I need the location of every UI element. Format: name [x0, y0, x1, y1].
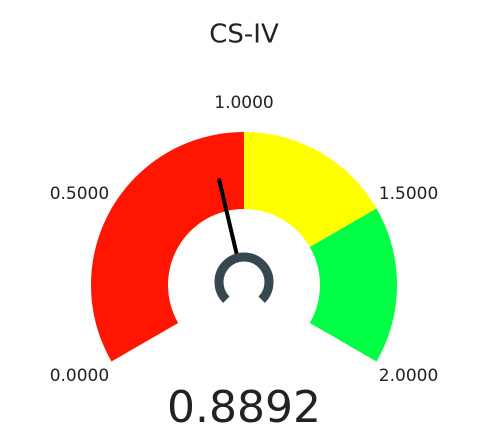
tick-label: 0.5000 — [50, 184, 109, 204]
gauge-band — [91, 132, 244, 362]
chart-title: CS-IV — [209, 20, 279, 50]
gauge-band — [309, 208, 398, 362]
tick-label: 2.0000 — [379, 366, 438, 386]
tick-label: 1.0000 — [214, 93, 273, 113]
value-label: 0.8892 — [167, 382, 321, 433]
gauge-band — [244, 132, 377, 247]
tick-label: 1.5000 — [379, 184, 438, 204]
tick-label: 0.0000 — [50, 366, 109, 386]
needle — [217, 177, 240, 260]
needle-hub — [214, 252, 274, 303]
